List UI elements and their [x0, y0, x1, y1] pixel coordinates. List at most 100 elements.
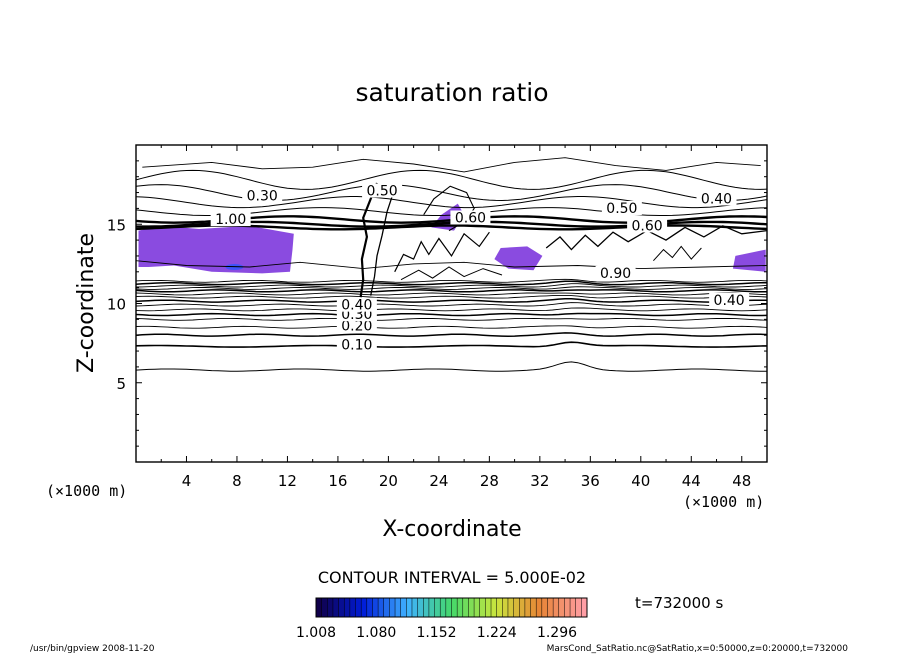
contour-line [135, 292, 768, 296]
contour-line [135, 260, 768, 270]
colorbar-swatch [434, 598, 441, 617]
footer-right: MarsCond_SatRatio.nc@SatRatio,x=0:50000,… [547, 644, 849, 654]
colorbar-swatch [378, 598, 385, 617]
x-tick-label: 24 [429, 472, 448, 490]
contour-label-bg [242, 188, 283, 203]
contour-line [135, 278, 768, 283]
contour-label-bg [627, 218, 668, 233]
colorbar-tick-label: 1.296 [537, 625, 577, 641]
chart-title: saturation ratio [355, 78, 548, 107]
plot-area: 0.100.200.300.400.301.000.500.600.500.60… [107, 144, 768, 490]
x-tick-label: 36 [581, 472, 600, 490]
contour-line [135, 298, 768, 303]
colorbar-swatch [553, 598, 560, 617]
colorbar-swatch [547, 598, 554, 617]
x-axis-unit: (×1000 m) [683, 493, 764, 511]
colorbar-swatch [440, 598, 447, 617]
plot-frame [135, 144, 768, 463]
colorbar-swatch [406, 598, 413, 617]
colorbar-swatch [349, 598, 356, 617]
colorbar-swatch [332, 598, 339, 617]
colorbar-swatch [575, 598, 582, 617]
colorbar-swatch [513, 598, 520, 617]
colorbar-swatch [400, 598, 407, 617]
colorbar-swatch [411, 598, 418, 617]
contour-label: 0.50 [606, 201, 637, 217]
contour-label: 0.20 [341, 318, 372, 334]
colorbar-swatch [474, 598, 481, 617]
supersaturation-fill [138, 203, 766, 274]
supersaturation-region [138, 225, 294, 274]
contour-label: 0.30 [247, 188, 278, 204]
contour-labels: 0.100.200.300.400.301.000.500.600.500.60… [210, 183, 750, 353]
colorbar-swatch [564, 598, 571, 617]
colorbar-swatch [457, 598, 464, 617]
contour-interval-label: CONTOUR INTERVAL = 5.000E-02 [318, 568, 586, 587]
contour-label: 0.40 [714, 293, 745, 309]
x-tick-label: 48 [732, 472, 751, 490]
contour-line [400, 266, 503, 281]
colorbar-swatch [496, 598, 503, 617]
contour-label-bg [450, 210, 491, 225]
colorbar-swatch [485, 598, 492, 617]
colorbar-swatch [361, 598, 368, 617]
colorbar-tick-label: 1.008 [296, 625, 336, 641]
y-tick-label: 5 [116, 375, 126, 393]
colorbar-swatch [451, 598, 458, 617]
colorbar-swatch [507, 598, 514, 617]
colorbar-swatch [316, 598, 322, 617]
contour-label: 0.50 [367, 184, 398, 200]
contour-line [545, 225, 768, 251]
colorbar-swatch [536, 598, 543, 617]
contour-line [359, 182, 379, 298]
colorbar-swatch [344, 598, 351, 617]
contour-line [135, 341, 768, 348]
colorbar-swatch [383, 598, 390, 617]
colorbar-swatch [581, 598, 588, 617]
contour-label: 0.10 [341, 337, 372, 353]
x-tick-label: 40 [631, 472, 650, 490]
colorbar-swatch [541, 598, 548, 617]
colorbar-swatch [389, 598, 396, 617]
contour-label-bg [601, 200, 642, 215]
x-tick-label: 4 [182, 472, 192, 490]
contour-line [135, 283, 768, 288]
x-tick-label: 16 [328, 472, 347, 490]
contour-line [135, 294, 768, 299]
colorbar-swatch [338, 598, 345, 617]
colorbar-swatch [479, 598, 486, 617]
y-tick-label: 10 [107, 296, 126, 314]
colorbar-swatch [445, 598, 452, 617]
contour-line [135, 184, 768, 202]
contour-line [135, 332, 768, 337]
colorbar-swatch [524, 598, 531, 617]
contour-label-bg [336, 337, 377, 352]
contour-label-bg [362, 183, 403, 198]
contour-line [135, 302, 768, 307]
contour-line [135, 307, 768, 312]
contour-line [135, 196, 768, 209]
colorbar-swatch [417, 598, 424, 617]
contour-line [653, 245, 702, 262]
time-label: t=732000 s [635, 594, 723, 612]
contour-label: 0.90 [600, 266, 631, 282]
colorbar [315, 597, 588, 618]
y-axis-unit: (×1000 m) [46, 482, 127, 500]
x-tick-label: 12 [278, 472, 297, 490]
x-tick-label: 44 [682, 472, 701, 490]
colorbar-swatch [355, 598, 362, 617]
colorbar-swatch [491, 598, 497, 617]
contour-label: 0.60 [455, 210, 486, 226]
colorbar-swatch [519, 598, 526, 617]
colorbar-swatch [395, 598, 401, 617]
colorbar-swatch [570, 598, 577, 617]
contour-label: 0.40 [341, 298, 372, 314]
contour-label-bg [210, 212, 251, 227]
contour-line [142, 157, 761, 173]
colorbar-swatch [462, 598, 469, 617]
contour-label-bg [709, 292, 750, 307]
colorbar-tick-label: 1.152 [416, 625, 456, 641]
contour-line [135, 280, 768, 286]
colorbar-swatch [428, 598, 435, 617]
colorbar-swatch [327, 598, 334, 617]
